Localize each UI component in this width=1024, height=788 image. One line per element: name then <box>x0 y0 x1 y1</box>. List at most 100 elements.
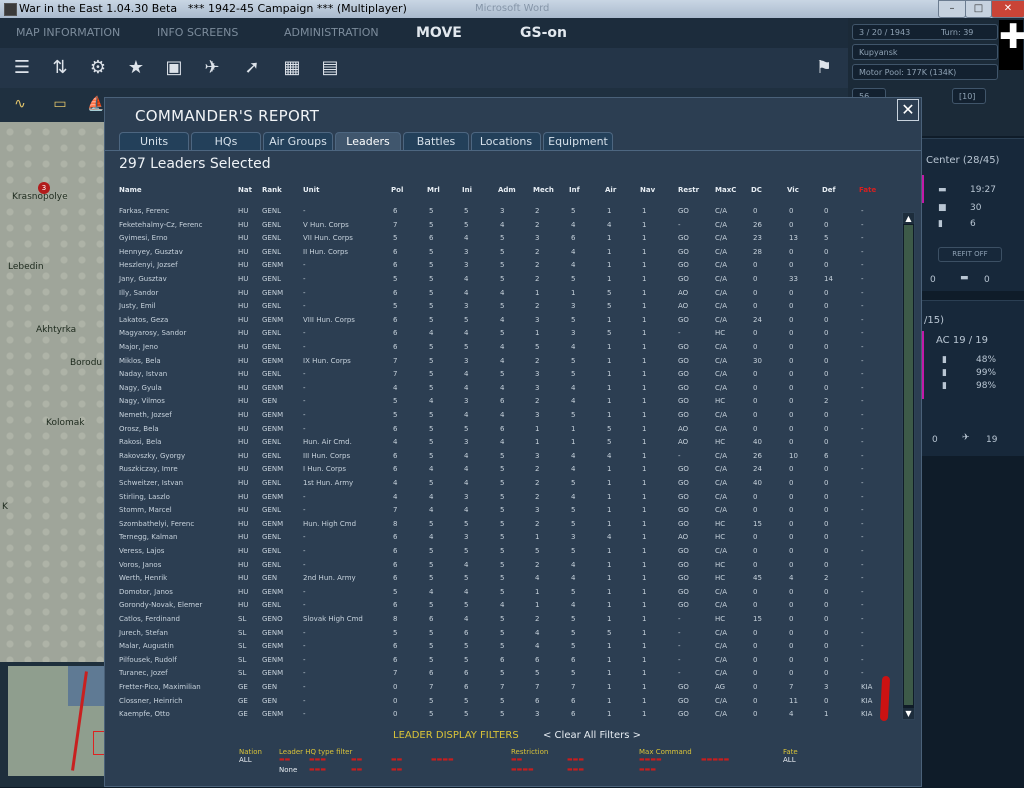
maximize-button[interactable]: □ <box>965 0 992 18</box>
col-unit[interactable]: - <box>303 275 306 283</box>
table-row[interactable]: Major, Jeno HU GENL - 6 5 5 4 5 4 1 1 GO C/A 0 0 0 - <box>105 342 905 356</box>
col-unit[interactable]: - <box>303 655 306 664</box>
filter-option-red[interactable]: ▬▬▬▬▬ <box>701 756 730 763</box>
clear-all-filters-button[interactable]: < Clear All Filters > <box>543 730 641 741</box>
table-row[interactable]: Fretter-Pico, Maximilian GE GEN - 0 7 6 7 7 7 1 1 GO… <box>105 682 905 696</box>
filter-option-red[interactable]: ▬▬▬▬ <box>511 766 534 773</box>
col-unit[interactable]: Hun. High Cmd <box>303 519 357 528</box>
filter-option-red[interactable]: ▬▬ <box>391 756 403 763</box>
col-name[interactable]: Justy, Emil <box>119 302 156 311</box>
col-unit[interactable]: II Hun. Corps <box>303 247 349 256</box>
dialog-close-button[interactable]: ✕ <box>897 99 919 121</box>
table-row[interactable]: Clossner, Heinrich GE GEN -0 5 5 5 6 6 1 1 GO C/A 0 11… <box>105 696 905 710</box>
col-name[interactable]: Illy, Sandor <box>119 288 159 297</box>
col-name[interactable]: Rakosi, Bela <box>119 438 162 447</box>
col-unit[interactable]: VII Hun. Corps <box>303 234 353 243</box>
table-row[interactable]: Illy, Sandor HU GENM - 6 5 4 4 1 1 5 1 AO C/A 0 0 0 - <box>105 288 905 302</box>
table-row[interactable]: Malar, Augustin SL GENM - 6 5 5 5 4 5 1 1 - C/A 0 0 0 - <box>105 641 905 655</box>
hq-type-filter-none[interactable]: None <box>279 766 298 774</box>
col-name[interactable]: Jurech, Stefan <box>119 628 168 637</box>
col-unit[interactable]: - <box>303 628 306 637</box>
table-row[interactable]: Heszlenyi, Jozsef HU GENM - 6 5 3 5 2 4 1 1 GO C/A 0 0 0… <box>105 260 905 274</box>
header-col-rank[interactable]: Rank <box>262 186 282 194</box>
scroll-thumb[interactable] <box>904 225 913 705</box>
col-unit[interactable]: - <box>303 207 306 215</box>
col-name[interactable]: Nagy, Gyula <box>119 383 162 392</box>
col-name[interactable]: Naday, Istvan <box>119 370 168 379</box>
menu-map-information[interactable]: MAP INFORMATION <box>16 26 121 39</box>
col-name[interactable]: Heszlenyi, Jozsef <box>119 261 178 270</box>
table-row[interactable]: Magyarosy, Sandor HU GENL - 6 4 4 5 1 3 5 1 - HC 0 0 0 - <box>105 328 905 342</box>
table-row[interactable]: Rakosi, Bela HU GENL Hun. Air Cmd. 4 5 3 4 1 1 5 1 A… <box>105 437 905 451</box>
tab-air-groups[interactable]: Air Groups <box>263 132 333 150</box>
filter-option-red[interactable]: ▬▬▬ <box>309 756 327 763</box>
header-col-def[interactable]: Def <box>822 186 836 194</box>
col-unit[interactable]: - <box>303 683 306 691</box>
header-col-unit[interactable]: Unit <box>303 186 320 194</box>
col-name[interactable]: Stirling, Laszlo <box>119 492 170 501</box>
col-unit[interactable]: - <box>303 383 306 392</box>
header-col-maxc[interactable]: MaxC <box>715 186 737 194</box>
col-unit[interactable]: - <box>303 547 306 555</box>
table-row[interactable]: Jany, Gusztav HU GENL - 5 5 4 5 2 5 1 1 GO C/A 0 33 14 - <box>105 274 905 288</box>
gear-icon[interactable]: ⚙ <box>89 57 107 78</box>
col-unit[interactable]: - <box>303 424 306 433</box>
col-name[interactable]: Veress, Lajos <box>119 547 165 555</box>
table-row[interactable]: Domotor, Janos HU GENM - 5 4 4 5 1 5 1 1 GO C/A 0 0 0 - <box>105 587 905 601</box>
refit-toggle[interactable]: REFIT OFF <box>938 247 1002 262</box>
col-name[interactable]: Major, Jeno <box>119 343 158 351</box>
document-icon[interactable]: ▤ <box>321 57 339 78</box>
factory-icon[interactable]: ▣ <box>165 57 183 78</box>
table-row[interactable]: Jurech, Stefan SL GENM - 5 5 6 5 4 5 5 1 - C/A 0 0 0 - <box>105 628 905 642</box>
table-row[interactable]: Veress, Lajos HU GENL - 6 5 5 5 5 5 1 1 GO C/A 0 0 0 - <box>105 546 905 560</box>
table-row[interactable]: Voros, Janos HU GENL - 6 5 4 5 2 4 1 1 GO HC 0 0 0 - <box>105 560 905 574</box>
table-row[interactable]: Stomm, Marcel HU GENL - 7 4 4 5 3 5 1 1 GO C/A 0 0 0 - <box>105 505 905 519</box>
table-row[interactable]: Justy, Emil HU GENL - 5 5 3 5 2 3 5 1 AO C/A 0 0 0 - <box>105 301 905 315</box>
col-name[interactable]: Nagy, Vilmos <box>119 397 165 406</box>
tab-units[interactable]: Units <box>119 132 189 150</box>
col-name[interactable]: Hennyey, Gusztav <box>119 247 183 256</box>
scroll-up-button[interactable]: ▲ <box>903 213 914 224</box>
minimap[interactable] <box>0 662 113 787</box>
col-unit[interactable]: - <box>303 696 306 705</box>
table-row[interactable]: Nagy, Gyula HU GENM - 4 5 4 4 3 4 1 1 GO C/A 0 0 0 - <box>105 383 905 397</box>
filter-option-red[interactable]: ▬▬▬▬ <box>431 756 454 763</box>
col-unit[interactable]: - <box>303 343 306 351</box>
table-scrollbar[interactable]: ▲ ▼ <box>902 212 915 720</box>
header-col-fate[interactable]: Fate <box>859 186 877 194</box>
col-unit[interactable]: - <box>303 560 306 569</box>
col-name[interactable]: Catlos, Ferdinand <box>119 615 180 623</box>
col-name[interactable]: Schweitzer, Istvan <box>119 479 184 487</box>
aircraft-icon[interactable]: ✈ <box>204 57 220 78</box>
ship-icon[interactable]: ⛵ <box>87 96 105 112</box>
col-unit[interactable]: IX Hun. Corps <box>303 356 351 365</box>
col-unit[interactable]: - <box>303 288 306 297</box>
filter-option-red[interactable]: ▬▬ <box>351 766 363 773</box>
menu-administration[interactable]: ADMINISTRATION <box>284 26 379 39</box>
table-row[interactable]: Ruszkiczay, Imre HU GENM I Hun. Corps 6 4 4 5 2 4… <box>105 464 905 478</box>
col-name[interactable]: Werth, Henrik <box>119 574 168 583</box>
list-icon[interactable]: ☰ <box>13 57 31 78</box>
table-row[interactable]: Stirling, Laszlo HU GENM - 4 4 3 5 2 4 1 1 GO C/A 0 0 0 - <box>105 492 905 506</box>
table-row[interactable]: Nemeth, Jozsef HU GENM - 5 5 4 4 3 5 1 1 GO C/A 0 0 0 - <box>105 410 905 424</box>
table-row[interactable]: Naday, Istvan HU GENL - 7 5 4 5 3 5 1 1 GO C/A 0 0 0 - <box>105 369 905 383</box>
table-row[interactable]: Catlos, Ferdinand SL GENO Slovak High Cmd 8 6… <box>105 614 905 628</box>
table-row[interactable]: Rakovszky, Gyorgy HU GENL III Hun. Corps 6 5 4… <box>105 451 905 465</box>
road-icon[interactable]: ∿ <box>14 96 26 112</box>
col-unit[interactable]: 1st Hun. Army <box>303 479 354 487</box>
col-name[interactable]: Nemeth, Jozsef <box>119 411 172 419</box>
move-mode-button[interactable]: MOVE <box>416 25 462 41</box>
col-unit[interactable]: - <box>303 411 306 419</box>
col-unit[interactable]: - <box>303 587 306 596</box>
table-row[interactable]: Schweitzer, Istvan HU GENL 1st Hun. Army 4 5 4… <box>105 478 905 492</box>
table-row[interactable]: Hennyey, Gusztav HU GENL II Hun. Corps 6 5 3 5 2… <box>105 247 905 261</box>
filter-option-red[interactable]: ▬▬ <box>351 756 363 763</box>
col-name[interactable]: Miklos, Bela <box>119 356 161 365</box>
map-view[interactable]: Krasnopolye Lebedin Akhtyrka Borodu Kolo… <box>0 122 106 662</box>
header-col-adm[interactable]: Adm <box>498 186 516 194</box>
tab-locations[interactable]: Locations <box>471 132 541 150</box>
header-col-vic[interactable]: Vic <box>787 186 799 194</box>
rocket-icon[interactable]: ➚ <box>244 57 260 78</box>
col-name[interactable]: Kaempfe, Otto <box>119 710 170 719</box>
col-unit[interactable]: Slovak High Cmd <box>303 615 363 623</box>
